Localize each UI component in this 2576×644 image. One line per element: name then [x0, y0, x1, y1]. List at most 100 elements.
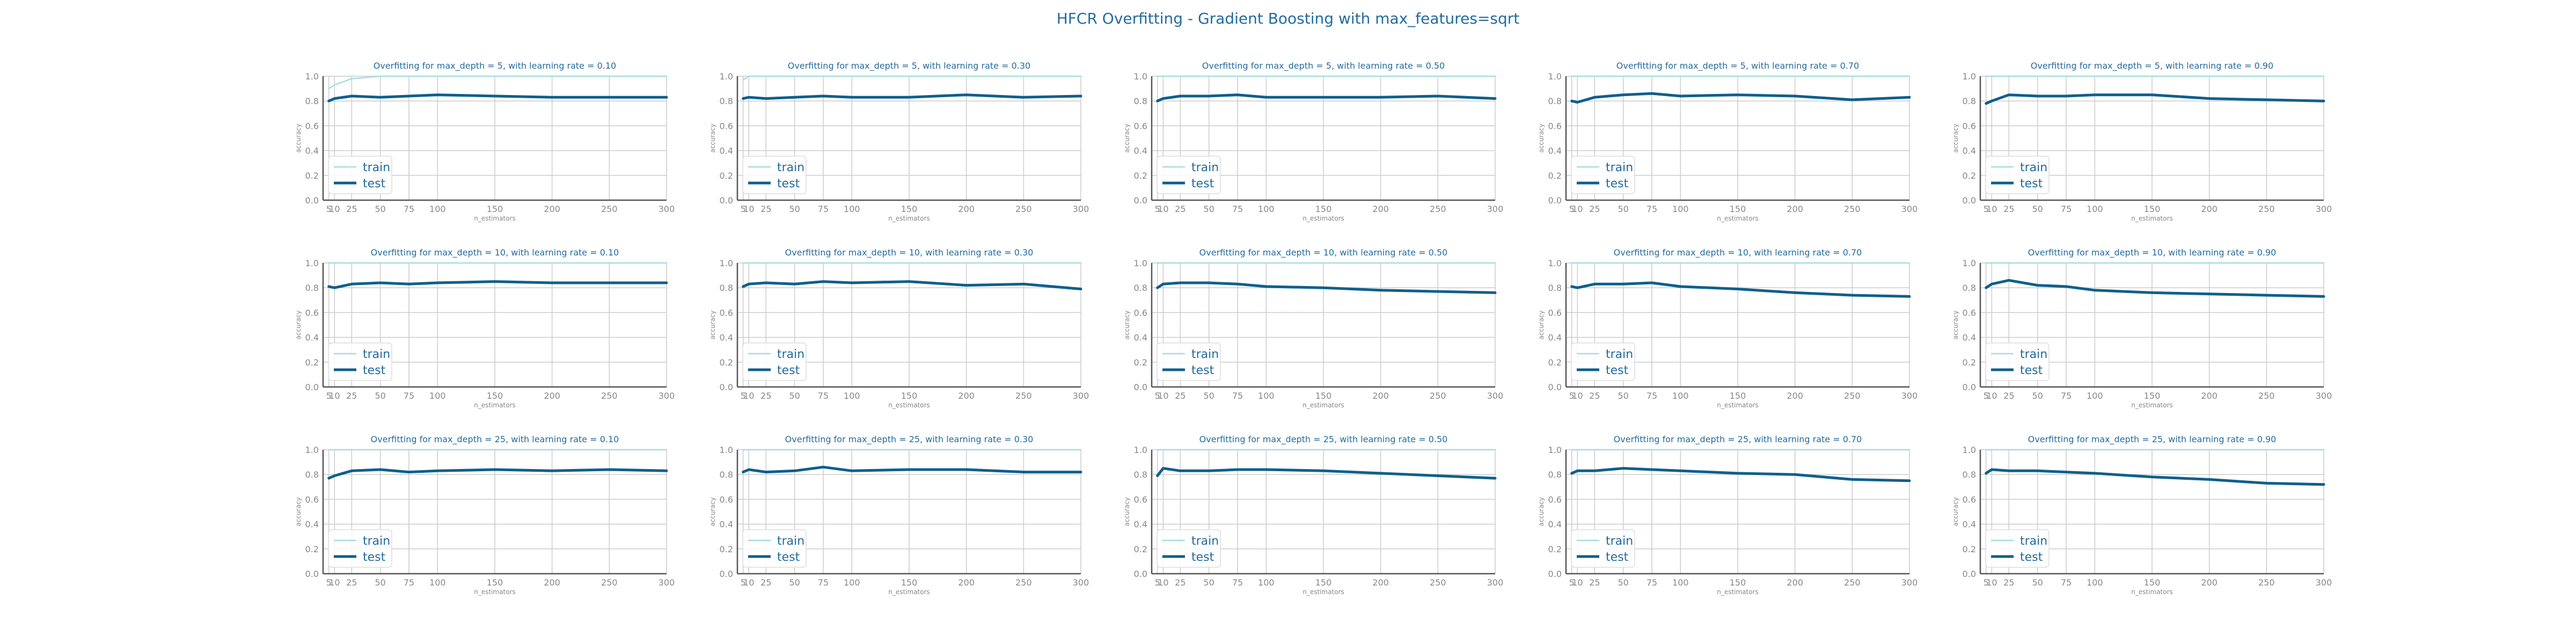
legend: train test [1571, 342, 1635, 381]
y-tick-label: 1.0 [1548, 71, 1562, 82]
legend-label-train: train [2020, 535, 2047, 548]
x-tick-label: 50 [1203, 577, 1214, 588]
x-tick-label: 25 [760, 204, 771, 214]
legend-label-test: test [777, 364, 800, 377]
x-tick-label: 200 [958, 204, 975, 214]
y-tick-label: 0.6 [305, 121, 319, 131]
y-tick-label: 0.8 [1134, 96, 1147, 106]
legend-label-test: test [1191, 364, 1214, 377]
legend: train test [328, 529, 392, 568]
x-tick-label: 75 [2061, 204, 2072, 214]
y-tick-label: 1.0 [1548, 445, 1562, 455]
y-tick-label: 0.8 [720, 96, 733, 106]
x-tick-label: 50 [789, 391, 800, 401]
y-axis-label: accuracy [295, 310, 302, 339]
x-axis-label: n_estimators [1717, 588, 1759, 596]
legend-label-train: train [777, 535, 804, 548]
subplot-12: 0.0 0.2 0.4 0.6 0.8 1.0 510 25 50 75 100 150 200 250 3… [709, 434, 1089, 596]
subplot-title: Overfitting for max_depth = 25, with lea… [371, 434, 619, 445]
series-line-test [1985, 468, 2325, 486]
y-tick-label: 0.2 [1963, 171, 1976, 181]
y-tick-label: 0.0 [1548, 382, 1562, 392]
y-tick-label: 0.6 [720, 121, 733, 131]
x-axis-label: n_estimators [2131, 588, 2173, 596]
x-tick-label: 5 [1569, 391, 1575, 401]
x-tick-label: 150 [487, 204, 503, 214]
x-tick-label: 10 [1986, 391, 1997, 401]
legend-label-train: train [777, 161, 804, 174]
x-tick-label: 75 [1232, 577, 1243, 588]
y-tick-label: 0.2 [1134, 357, 1147, 368]
y-axis-label: accuracy [709, 310, 716, 339]
legend: train test [1985, 342, 2050, 381]
x-tick-label: 150 [901, 391, 918, 401]
subplot-title: Overfitting for max_depth = 10, with lea… [2028, 247, 2277, 258]
legend: train test [1985, 529, 2050, 568]
x-tick-label: 100 [1672, 204, 1689, 214]
subplot-6: 0.0 0.2 0.4 0.6 0.8 1.0 510 25 50 75 100 150 200 250 3… [295, 247, 675, 409]
x-tick-label: 300 [1073, 204, 1089, 214]
y-tick-label: 0.2 [720, 171, 733, 181]
x-tick-label: 50 [1618, 204, 1628, 214]
x-tick-label: 50 [2032, 391, 2043, 401]
x-tick-label: 200 [1787, 391, 1803, 401]
subplot-title: Overfitting for max_depth = 5, with lear… [1202, 61, 1445, 71]
y-axis-label: accuracy [1952, 497, 1959, 526]
x-tick-label: 300 [1073, 577, 1089, 588]
x-tick-label: 25 [346, 577, 357, 588]
x-tick-label: 250 [1844, 204, 1861, 214]
x-tick-label: 5 [741, 577, 746, 588]
legend: train test [742, 342, 807, 381]
y-tick-label: 0.4 [720, 333, 733, 343]
y-tick-label: 0.2 [305, 544, 319, 554]
x-tick-label: 75 [404, 204, 414, 214]
x-tick-label: 200 [544, 204, 560, 214]
x-tick-label: 50 [375, 204, 385, 214]
y-tick-label: 0.6 [1134, 494, 1147, 504]
x-tick-label: 150 [901, 204, 918, 214]
legend-label-train: train [363, 161, 390, 174]
x-tick-label: 300 [658, 204, 675, 214]
legend-label-train: train [363, 348, 390, 361]
legend-label-train: train [1191, 161, 1219, 174]
x-tick-label: 25 [346, 391, 357, 401]
legend-label-test: test [363, 364, 386, 377]
subplot-title: Overfitting for max_depth = 10, with lea… [1614, 247, 1862, 258]
x-tick-label: 300 [2316, 204, 2332, 214]
subplot-10: 0.0 0.2 0.4 0.6 0.8 1.0 510 25 50 75 100 150 200 250 3… [1952, 247, 2332, 409]
legend: train test [1571, 529, 1635, 568]
legend-label-test: test [1606, 551, 1629, 564]
y-tick-label: 0.8 [1963, 96, 1976, 106]
x-tick-label: 200 [1787, 577, 1803, 588]
x-tick-label: 25 [1589, 577, 1600, 588]
y-tick-label: 0.2 [1134, 171, 1147, 181]
x-tick-label: 100 [844, 391, 860, 401]
x-tick-label: 300 [2316, 391, 2332, 401]
x-tick-label: 150 [2144, 577, 2161, 588]
legend-label-test: test [1606, 177, 1629, 191]
series-line-test [1570, 467, 1911, 482]
x-tick-label: 10 [329, 204, 340, 214]
x-tick-label: 200 [2201, 204, 2218, 214]
x-tick-label: 100 [429, 577, 446, 588]
x-tick-label: 25 [2003, 391, 2014, 401]
x-tick-label: 200 [1372, 204, 1389, 214]
x-tick-label: 10 [1572, 204, 1583, 214]
y-axis-label: accuracy [709, 123, 716, 152]
x-tick-label: 150 [2144, 391, 2161, 401]
legend: train test [1157, 342, 1221, 381]
y-axis-label: accuracy [1123, 123, 1131, 152]
x-tick-label: 25 [346, 204, 357, 214]
x-tick-label: 25 [2003, 204, 2014, 214]
legend-label-test: test [2020, 551, 2043, 564]
x-tick-label: 75 [404, 391, 414, 401]
x-tick-label: 150 [1730, 204, 1746, 214]
subplot-11: 0.0 0.2 0.4 0.6 0.8 1.0 510 25 50 75 100 150 200 250 3… [295, 434, 675, 596]
y-tick-label: 0.6 [720, 308, 733, 318]
y-tick-label: 0.4 [1134, 519, 1147, 530]
y-tick-label: 0.0 [1134, 195, 1147, 206]
y-tick-label: 0.2 [1963, 544, 1976, 554]
legend-label-test: test [363, 551, 386, 564]
y-axis-label: accuracy [1538, 497, 1545, 526]
x-tick-label: 75 [1232, 204, 1243, 214]
